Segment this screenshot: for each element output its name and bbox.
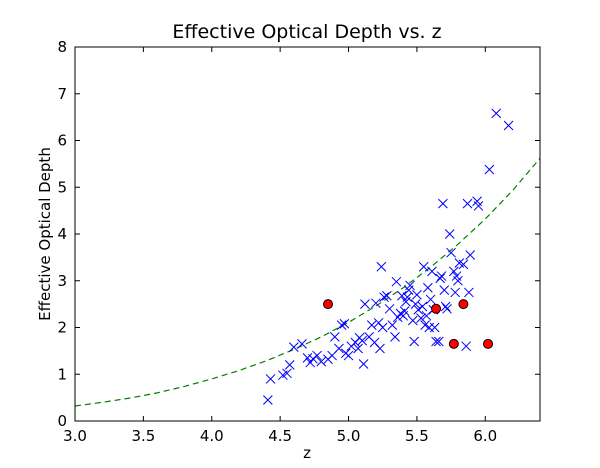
- cross-point: [312, 350, 322, 361]
- cross-point: [282, 368, 292, 379]
- cross-point: [425, 294, 436, 305]
- cross-point: [366, 320, 377, 331]
- cross-point: [418, 261, 429, 272]
- cross-point: [442, 303, 452, 314]
- cross-point: [433, 336, 444, 347]
- circle-point: [323, 299, 334, 310]
- cross-point: [353, 343, 363, 354]
- cross-point: [416, 313, 426, 324]
- data-points-layer: [262, 108, 514, 405]
- cross-point: [390, 331, 400, 342]
- cross-point: [413, 304, 424, 315]
- cross-point: [409, 336, 420, 347]
- circle-point: [448, 338, 459, 349]
- cross-point: [334, 343, 344, 354]
- cross-point: [343, 350, 354, 361]
- cross-point: [453, 275, 463, 286]
- cross-point: [358, 359, 369, 369]
- cross-point: [288, 342, 299, 352]
- cross-point: [377, 322, 388, 333]
- cross-point: [424, 322, 435, 333]
- cross-point: [410, 299, 421, 309]
- y-tick-label: 5: [57, 178, 67, 196]
- cross-point: [405, 280, 415, 291]
- cross-point: [448, 266, 459, 277]
- cross-point: [473, 201, 484, 211]
- cross-point: [464, 287, 474, 298]
- circle-point: [483, 338, 494, 349]
- cross-point: [397, 290, 407, 301]
- cross-point: [284, 360, 295, 370]
- cross-point: [465, 250, 476, 260]
- cross-point: [431, 336, 441, 347]
- y-tick-label: 1: [57, 365, 67, 383]
- circle-point: [458, 299, 469, 310]
- cross-point: [376, 261, 387, 272]
- cross-point: [458, 259, 469, 270]
- x-tick-label: 5.5: [405, 427, 429, 445]
- cross-point: [491, 108, 502, 119]
- cross-point: [429, 322, 440, 333]
- y-tick-label: 0: [57, 412, 67, 430]
- cross-point: [399, 306, 410, 316]
- cross-point: [339, 318, 350, 329]
- cross-point: [427, 266, 437, 277]
- cross-point: [357, 335, 368, 346]
- cross-point: [462, 198, 473, 209]
- axis-ticks: 3.0 3.5 4.0 4.5 5.0 5.5 6.0 0 1 2 3 4 5 6 7 8: [57, 38, 540, 445]
- cross-point: [262, 395, 273, 405]
- cross-point: [379, 292, 389, 302]
- chart-title: Effective Optical Depth vs. z: [172, 21, 441, 43]
- cross-point: [407, 315, 418, 326]
- cross-point: [412, 289, 422, 300]
- cross-point: [297, 339, 307, 349]
- x-axis-label: z: [303, 444, 311, 462]
- cross-point: [438, 198, 448, 209]
- cross-point: [444, 229, 455, 239]
- y-tick-label: 3: [57, 272, 67, 290]
- x-tick-label: 4.0: [200, 427, 224, 445]
- fit-curve-layer: [75, 157, 540, 407]
- fit-curve: [75, 157, 540, 407]
- cross-point: [439, 285, 450, 295]
- cross-point: [387, 320, 398, 331]
- cross-point: [417, 301, 428, 312]
- cross-point: [329, 331, 340, 342]
- x-tick-label: 5.0: [337, 427, 361, 445]
- cross-point: [440, 301, 451, 312]
- cross-point: [384, 303, 395, 314]
- x-tick-label: 6.0: [473, 427, 497, 445]
- cross-point: [422, 282, 433, 293]
- x-tick-label: 4.5: [268, 427, 292, 445]
- x-tick-label: 3.5: [131, 427, 155, 445]
- circle-point: [431, 303, 442, 314]
- x-tick-label: 3.0: [63, 427, 87, 445]
- y-tick-label: 8: [57, 38, 67, 56]
- cross-point: [446, 247, 456, 258]
- cross-point: [360, 299, 370, 309]
- cross-point: [450, 287, 461, 298]
- cross-point: [484, 164, 495, 175]
- cross-point: [371, 298, 381, 309]
- cross-point: [265, 374, 276, 384]
- y-tick-label: 2: [57, 319, 67, 337]
- cross-point: [308, 353, 318, 364]
- y-tick-label: 4: [57, 225, 67, 243]
- cross-point: [421, 310, 432, 321]
- cross-point: [461, 341, 472, 352]
- cross-point: [375, 343, 385, 354]
- y-axis-label: Effective Optical Depth: [36, 147, 54, 321]
- cross-point: [391, 276, 402, 287]
- cross-point: [316, 356, 327, 367]
- cross-point: [436, 271, 447, 281]
- y-tick-label: 7: [57, 85, 67, 103]
- cross-point: [336, 320, 347, 331]
- cross-point: [435, 273, 446, 284]
- cross-point: [381, 290, 392, 301]
- cross-point: [503, 120, 514, 131]
- y-tick-label: 6: [57, 132, 67, 150]
